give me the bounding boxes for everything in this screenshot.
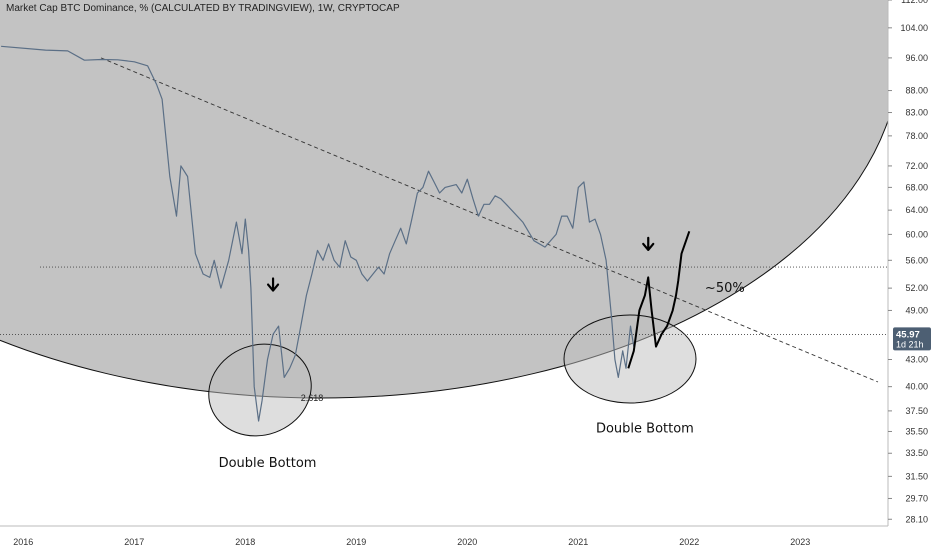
x-tick-label: 2022 (679, 537, 699, 547)
btc-dominance-line (1, 45, 635, 422)
y-tick-label: 104.00 (900, 23, 928, 33)
y-tick-label: 68.00 (905, 182, 928, 192)
y-tick-label: 43.00 (905, 354, 928, 364)
y-tick-label: 33.50 (905, 448, 928, 458)
y-tick-label: 35.50 (905, 426, 928, 436)
double-bottom-ellipses (208, 314, 697, 437)
y-tick-label: 31.50 (905, 471, 928, 481)
down-arrow-icon (266, 277, 280, 292)
chart-title: Market Cap BTC Dominance, % (CALCULATED … (6, 3, 400, 14)
x-tick-label: 2018 (235, 537, 255, 547)
y-tick-label: 40.00 (905, 382, 928, 392)
annotation-label: Double Bottom (596, 422, 694, 437)
y-tick-label: 56.00 (905, 255, 928, 265)
y-tick-label: 49.00 (905, 305, 928, 315)
annotations: Double Bottom Double Bottom ~50% 2.618 (219, 236, 745, 471)
y-tick-label: 96.00 (905, 53, 928, 63)
big-ellipse-shade (0, 0, 888, 399)
x-tick-label: 2023 (790, 537, 810, 547)
ellipse-ratio-label: 2.618 (301, 393, 324, 403)
y-tick-label: 28.10 (905, 514, 928, 524)
x-tick-label: 2017 (124, 537, 144, 547)
y-tick-label: 60.00 (905, 229, 928, 239)
x-tick-label: 2021 (568, 537, 588, 547)
y-tick-label: 52.00 (905, 283, 928, 293)
down-arrow-icon (642, 236, 655, 251)
double-bottom-ellipse-2021 (563, 314, 697, 404)
x-tick-label: 2019 (346, 537, 366, 547)
dashed-trendline (100, 57, 879, 383)
y-tick-label: 78.00 (905, 131, 928, 141)
y-axis: 112.00 104.00 96.00 88.00 83.00 78.00 72.00 68.… (887, 0, 932, 550)
x-axis: 2016 2017 2018 2019 2020 2021 2022 2023 (0, 525, 932, 550)
projection-line (627, 230, 691, 369)
horizontal-levels (0, 266, 888, 335)
y-tick-label: 72.00 (905, 161, 928, 171)
y-axis-background (888, 0, 932, 550)
annotation-label: ~50% (705, 281, 745, 296)
bar-countdown: 1d 21h (896, 339, 924, 349)
x-tick-label: 2020 (457, 537, 477, 547)
y-tick-label: 29.70 (905, 493, 928, 503)
y-tick-label: 88.00 (905, 86, 928, 96)
double-bottom-ellipse-2018 (208, 343, 312, 437)
annotation-label: Double Bottom (219, 456, 317, 471)
y-tick-label: 83.00 (905, 108, 928, 118)
y-tick-label: 112.00 (901, 0, 928, 5)
y-tick-label: 37.50 (905, 406, 928, 416)
big-ellipse (0, 0, 888, 399)
x-tick-label: 2016 (13, 537, 33, 547)
trendline (100, 57, 879, 383)
last-price-value: 45.97 (896, 329, 920, 340)
x-axis-background (0, 526, 932, 550)
series-lines (1, 45, 691, 422)
last-price-badge (893, 327, 931, 351)
y-tick-label: 64.00 (905, 205, 928, 215)
